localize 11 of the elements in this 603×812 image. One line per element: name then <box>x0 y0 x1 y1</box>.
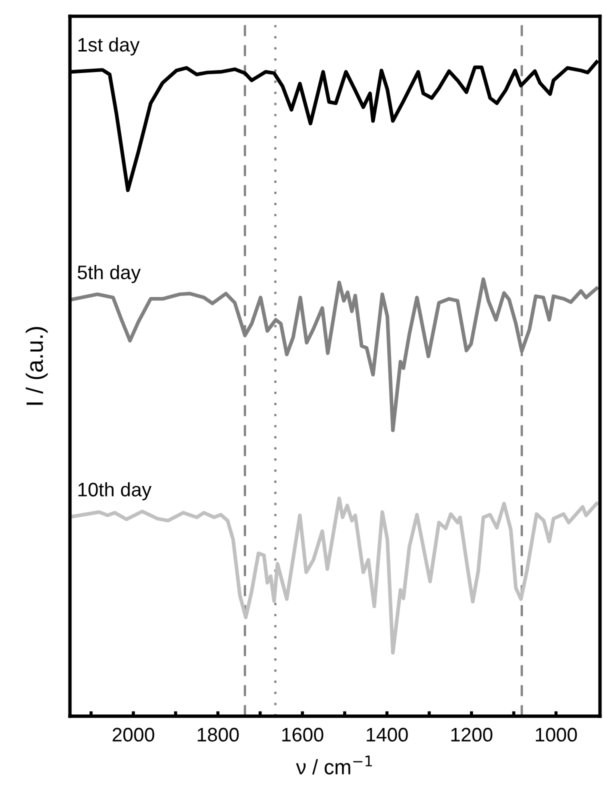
x-tick-label: 1200 <box>451 728 492 742</box>
x-tick-label: 1000 <box>536 728 577 742</box>
series-label: 1st day <box>78 37 140 56</box>
x-tick-label: 2000 <box>112 728 154 742</box>
x-axis-title: ν / cm$^{−1}$ <box>296 756 372 774</box>
series-label: 5th day <box>78 265 141 284</box>
series-label: 10th day <box>78 482 152 500</box>
x-tick-label: 1800 <box>198 728 239 742</box>
y-axis-title: I / (a.u.) <box>26 327 48 405</box>
x-tick-label: 1400 <box>366 728 408 742</box>
x-tick-label: 1600 <box>282 728 324 742</box>
